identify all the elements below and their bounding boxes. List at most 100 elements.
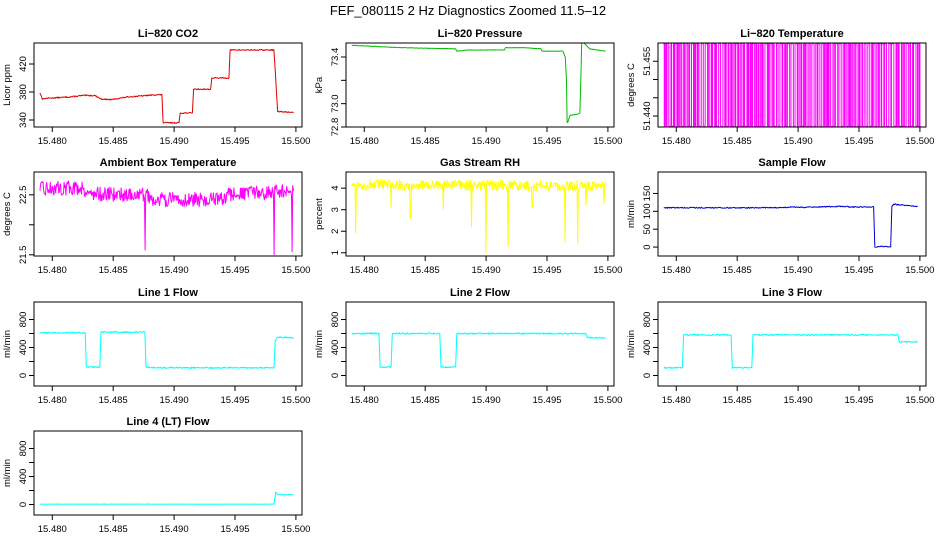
plot-frame-line1	[33, 301, 303, 387]
x-tick-label-temperature-1: 15.485	[723, 136, 752, 147]
x-tick-label-rh-4: 15.500	[593, 265, 622, 276]
x-tick-label-sample_flow-2: 15.490	[784, 265, 813, 276]
ylabel-pressure: kPa	[314, 76, 325, 93]
x-tick-label-line3-4: 15.500	[905, 395, 934, 406]
y-tick-label-pressure-1: 73.0	[330, 94, 341, 113]
x-tick-label-co2-4: 15.500	[281, 136, 310, 147]
series-line-line3	[663, 333, 918, 369]
x-tick-label-pressure-3: 15.495	[532, 136, 561, 147]
y-tick-label-line2-2: 400	[330, 340, 341, 356]
series-line-temperature	[663, 43, 921, 127]
x-tick-label-co2-1: 15.485	[99, 136, 128, 147]
ylabel-line2: ml/min	[314, 330, 325, 358]
x-tick-label-line3-3: 15.495	[844, 395, 873, 406]
x-tick-label-pressure-0: 15.480	[350, 136, 379, 147]
series-line-sample_flow	[663, 203, 918, 248]
plot-frame-ambient	[33, 171, 303, 257]
series-line-line4	[39, 491, 294, 505]
y-tick-label-sample_flow-1: 50	[642, 224, 653, 235]
ylabel-ambient: degrees C	[2, 192, 13, 236]
x-tick-label-line4-1: 15.485	[99, 524, 128, 535]
plot-frame-co2	[33, 42, 303, 128]
x-tick-label-temperature-0: 15.480	[662, 136, 691, 147]
panel-line2: Line 2 Flow ml/min 15.480 15.485 15.490 15.49…	[314, 287, 622, 406]
y-tick-label-line2-0: 0	[330, 373, 341, 378]
y-tick-label-pressure-0: 72.8	[330, 118, 341, 137]
panel-title-line1: Line 1 Flow	[138, 287, 198, 299]
x-tick-label-line1-4: 15.500	[281, 395, 310, 406]
series-line-line1	[39, 330, 294, 369]
plot-frame-sample_flow	[657, 171, 927, 257]
y-tick-label-temperature-0: 51.440	[642, 102, 653, 131]
x-tick-label-line4-4: 15.500	[281, 524, 310, 535]
x-tick-label-line2-4: 15.500	[593, 395, 622, 406]
x-tick-label-rh-2: 15.490	[472, 265, 501, 276]
panel-title-ambient: Ambient Box Temperature	[100, 157, 237, 169]
y-tick-label-co2-1: 380	[18, 84, 29, 100]
panel-ambient: Ambient Box Temperature degrees C 15.480 15…	[2, 157, 310, 276]
panel-title-co2: Li−820 CO2	[138, 28, 198, 40]
ylabel-rh: percent	[314, 198, 325, 230]
panels: Li−820 CO2 Licor ppm 15.480 15.485 15.490 15.…	[2, 28, 934, 535]
x-tick-label-line1-3: 15.495	[220, 395, 249, 406]
plot-frame-line4	[33, 430, 303, 516]
y-tick-label-ambient-2: 22.5	[18, 186, 29, 205]
x-tick-label-line3-2: 15.490	[784, 395, 813, 406]
panel-title-line2: Line 2 Flow	[450, 287, 510, 299]
plot-frame-rh	[345, 171, 615, 257]
panel-pressure: Li−820 Pressure kPa 15.480 15.485 15.490 15.4…	[314, 28, 622, 147]
plot-frame-temperature	[657, 42, 927, 128]
x-tick-label-pressure-4: 15.500	[593, 136, 622, 147]
x-tick-label-ambient-3: 15.495	[220, 265, 249, 276]
y-tick-label-rh-2: 3	[330, 207, 341, 212]
x-tick-label-line2-2: 15.490	[472, 395, 501, 406]
x-tick-label-line1-2: 15.490	[160, 395, 189, 406]
plot-frame-pressure	[345, 42, 615, 128]
x-tick-label-ambient-2: 15.490	[160, 265, 189, 276]
panel-title-sample_flow: Sample Flow	[758, 157, 826, 169]
ylabel-co2: Licor ppm	[2, 64, 13, 106]
y-tick-label-co2-2: 420	[18, 56, 29, 72]
x-tick-label-co2-2: 15.490	[160, 136, 189, 147]
y-tick-label-rh-3: 4	[330, 186, 341, 191]
x-tick-label-rh-0: 15.480	[350, 265, 379, 276]
x-tick-label-ambient-0: 15.480	[38, 265, 67, 276]
x-tick-label-line4-3: 15.495	[220, 524, 249, 535]
x-tick-label-ambient-1: 15.485	[99, 265, 128, 276]
x-tick-label-line2-1: 15.485	[411, 395, 440, 406]
x-tick-label-line1-1: 15.485	[99, 395, 128, 406]
x-tick-label-sample_flow-0: 15.480	[662, 265, 691, 276]
ylabel-line3: ml/min	[626, 330, 637, 358]
panel-co2: Li−820 CO2 Licor ppm 15.480 15.485 15.490 15.…	[2, 28, 310, 147]
panel-line4: Line 4 (LT) Flow ml/min 15.480 15.485 15.490…	[2, 416, 310, 535]
y-tick-label-temperature-3: 51.455	[642, 47, 653, 76]
series-line-pressure	[351, 43, 606, 123]
panel-title-pressure: Li−820 Pressure	[438, 28, 523, 40]
x-tick-label-temperature-2: 15.490	[784, 136, 813, 147]
panel-title-line4: Line 4 (LT) Flow	[127, 416, 210, 428]
panel-title-line3: Line 3 Flow	[762, 287, 822, 299]
x-tick-label-co2-3: 15.495	[220, 136, 249, 147]
panel-title-temperature: Li−820 Temperature	[740, 28, 843, 40]
panel-title-rh: Gas Stream RH	[440, 157, 520, 169]
x-tick-label-co2-0: 15.480	[38, 136, 67, 147]
x-tick-label-rh-1: 15.485	[411, 265, 440, 276]
x-tick-label-temperature-3: 15.495	[844, 136, 873, 147]
panel-rh: Gas Stream RH percent 15.480 15.485 15.490 15…	[314, 157, 622, 276]
x-tick-label-pressure-1: 15.485	[411, 136, 440, 147]
y-tick-label-line3-2: 400	[642, 340, 653, 356]
x-tick-label-line1-0: 15.480	[38, 395, 67, 406]
series-line-co2	[39, 48, 294, 124]
y-tick-label-rh-0: 1	[330, 250, 341, 255]
ylabel-temperature: degrees C	[626, 63, 637, 107]
panel-sample_flow: Sample Flow ml/min 15.480 15.485 15.490 15.49…	[626, 157, 934, 276]
x-tick-label-line4-2: 15.490	[160, 524, 189, 535]
series-line-rh	[351, 179, 606, 255]
x-tick-label-sample_flow-1: 15.485	[723, 265, 752, 276]
y-tick-label-line4-0: 0	[18, 502, 29, 507]
y-tick-label-pressure-3: 73.4	[330, 48, 341, 67]
x-tick-label-line3-1: 15.485	[723, 395, 752, 406]
y-tick-label-rh-1: 2	[330, 229, 341, 234]
y-tick-label-line4-2: 400	[18, 469, 29, 485]
x-tick-label-pressure-2: 15.490	[472, 136, 501, 147]
